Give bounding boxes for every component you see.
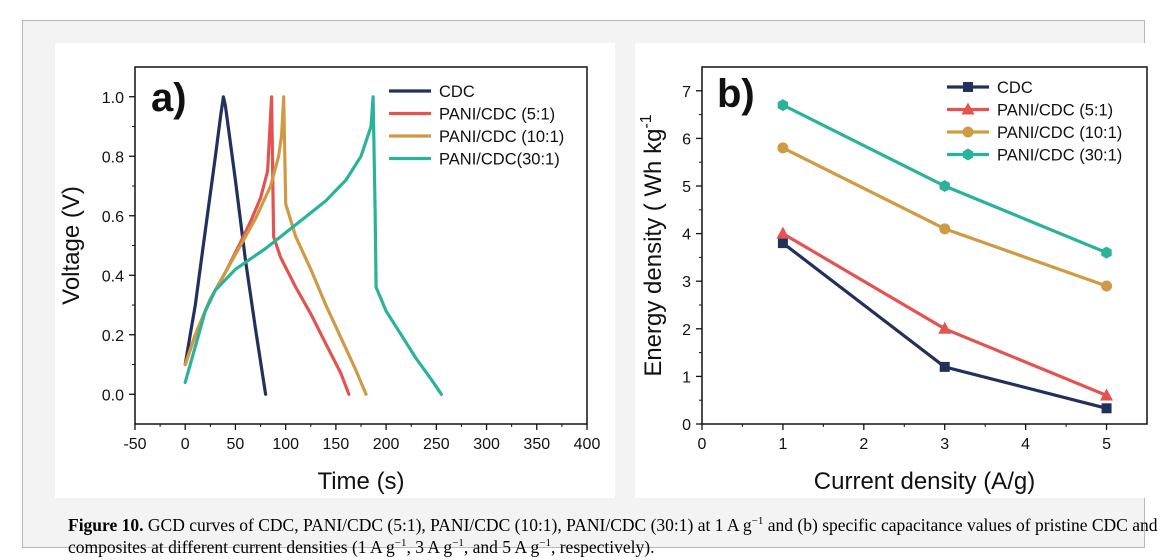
x-tick-label: 100 (272, 436, 299, 453)
caption-sup-1: −1 (751, 515, 764, 528)
x-axis-title: Time (s) (317, 468, 404, 495)
chart-a: -50 0 50 100 150 200 250 300 350 400 0.0 0.2 0.4 0.6 0… (58, 66, 601, 495)
y-axis-title-main: Energy density ( Wh kg (640, 129, 667, 377)
marker-circle (777, 142, 789, 154)
marker-circle (939, 223, 951, 235)
marker-triangle (938, 321, 952, 334)
legend-label-pani-cdc-10-1: PANI/CDC (10:1) (997, 124, 1122, 142)
marker-square (1101, 403, 1112, 414)
y-axis-title-sup: -1 (638, 114, 655, 128)
caption-sup-2: −1 (394, 537, 407, 550)
marker-square (939, 361, 950, 372)
marker-triangle (961, 102, 975, 115)
caption-sup-4: −1 (539, 537, 551, 550)
caption-text-4: , and 5 A g (463, 537, 540, 557)
legend-label-pani-cdc-10-1: PANI/CDC (10:1) (439, 128, 564, 146)
x-tick-label: 50 (227, 436, 245, 453)
y-tick-label: 0.2 (102, 328, 124, 345)
series-line-pani-cdc-10-1 (183, 95, 368, 396)
caption-text-5: , respectively). (550, 537, 655, 557)
y-tick-label: 0.4 (102, 268, 124, 285)
y-tick-label: 0 (682, 417, 691, 434)
x-tick-label: 3 (940, 436, 949, 453)
series-line-pani-cdc-10-1 (782, 146, 1108, 288)
figure-frame: -50 0 50 100 150 200 250 300 350 400 0.0 0.2 0.4 0.6 0… (22, 20, 1160, 557)
y-tick-label: 0.0 (102, 387, 124, 404)
chart-a-panel: -50 0 50 100 150 200 250 300 350 400 0.0 0.2 0.4 0.6 0… (55, 43, 615, 498)
legend-label-pani-cdc-5-1: PANI/CDC (5:1) (439, 106, 555, 124)
y-axis-title: Energy density ( Wh kg-1 (638, 114, 667, 376)
marker-hexagon (962, 148, 974, 161)
x-tick-label: 5 (1102, 436, 1111, 453)
legend-label-pani-cdc-30-1: PANI/CDC(30:1) (439, 151, 560, 169)
y-tick-label: 1 (682, 369, 691, 386)
y-tick-label: 3 (682, 274, 691, 291)
x-tick-label: 0 (181, 436, 190, 453)
y-tick-label: 1.0 (102, 90, 124, 107)
x-tick-label: 200 (373, 436, 400, 453)
y-tick-label: 2 (682, 322, 691, 339)
legend-label-pani-cdc-5-1: PANI/CDC (5:1) (997, 102, 1113, 120)
series-line-cdc (183, 95, 268, 396)
series-line-pani-cdc-30-1 (183, 95, 443, 396)
caption-text-3: , 3 A g (406, 537, 453, 557)
legend-label-pani-cdc-30-1: PANI/CDC (30:1) (997, 147, 1122, 165)
x-tick-label: 4 (1021, 436, 1030, 453)
figure-caption: Figure 10. GCD curves of CDC, PANI/CDC (… (68, 514, 1158, 558)
marker-hexagon (777, 99, 789, 112)
marker-triangle (1100, 388, 1114, 401)
y-tick-label: 0.8 (102, 149, 124, 166)
x-tick-label: 150 (323, 436, 350, 453)
plot-frame (701, 66, 1148, 425)
y-tick-label: 0.6 (102, 209, 124, 226)
marker-square (777, 238, 788, 249)
x-tick-label: 350 (523, 436, 550, 453)
panel-label-b: b) (717, 72, 755, 116)
x-tick-label: 400 (574, 436, 601, 453)
marker-square (963, 82, 973, 92)
panel-label-a: a) (151, 76, 187, 120)
caption-sup-3: −1 (452, 537, 464, 550)
marker-triangle (776, 226, 790, 239)
x-tick-label: 0 (698, 436, 707, 453)
marker-hexagon (1101, 246, 1112, 259)
caption-text-2: and (b) specific capacitance values of p… (68, 515, 1158, 557)
y-tick-label: 4 (682, 227, 691, 244)
legend-label-cdc: CDC (997, 79, 1033, 97)
x-tick-label: 250 (423, 436, 450, 453)
x-axis-title: Current density (A/g) (814, 468, 1035, 495)
x-tick-label: 300 (473, 436, 500, 453)
marker-circle (962, 126, 974, 138)
marker-circle (1101, 280, 1113, 292)
y-tick-label: 5 (682, 179, 691, 196)
chart-b: 0 1 2 3 4 5 0 1 2 3 4 5 6 7 b) Current density (A/g) Ene… (638, 66, 1148, 495)
x-tick-label: 2 (859, 436, 868, 453)
y-axis-title: Voltage (V) (58, 186, 85, 305)
y-tick-label: 6 (682, 131, 691, 148)
caption-label: Figure 10. (68, 515, 144, 535)
x-tick-label: -50 (123, 436, 146, 453)
chart-b-panel: 0 1 2 3 4 5 0 1 2 3 4 5 6 7 b) Current density (A/g) Ene… (635, 43, 1160, 498)
y-tick-label: 7 (682, 84, 691, 101)
legend-label-cdc: CDC (439, 83, 475, 101)
caption-text-1: GCD curves of CDC, PANI/CDC (5:1), PANI/… (143, 515, 752, 535)
marker-hexagon (939, 180, 950, 192)
x-tick-label: 1 (778, 436, 787, 453)
